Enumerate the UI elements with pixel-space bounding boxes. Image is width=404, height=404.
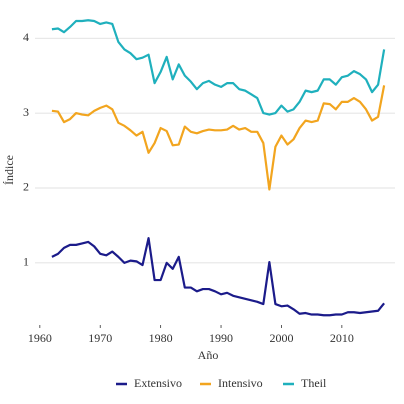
- y-tick-label: 2: [23, 180, 29, 194]
- x-tick-label: 2000: [269, 331, 293, 345]
- legend-label: Intensivo: [218, 376, 263, 390]
- x-tick-label: 2010: [330, 331, 354, 345]
- x-tick-label: 1960: [28, 331, 52, 345]
- series-line: [51, 19, 386, 116]
- y-tick-label: 3: [23, 105, 29, 119]
- x-tick-label: 1990: [209, 331, 233, 345]
- x-axis-label: Año: [198, 348, 219, 362]
- x-tick-label: 1970: [88, 331, 112, 345]
- series-line: [51, 85, 386, 191]
- y-axis-label: Índice: [2, 155, 16, 185]
- legend-label: Theil: [301, 376, 327, 390]
- series-line: [51, 237, 385, 317]
- legend-label: Extensivo: [134, 376, 182, 390]
- y-tick-label: 1: [23, 255, 29, 269]
- y-tick-label: 4: [23, 30, 29, 44]
- x-tick-label: 1980: [149, 331, 173, 345]
